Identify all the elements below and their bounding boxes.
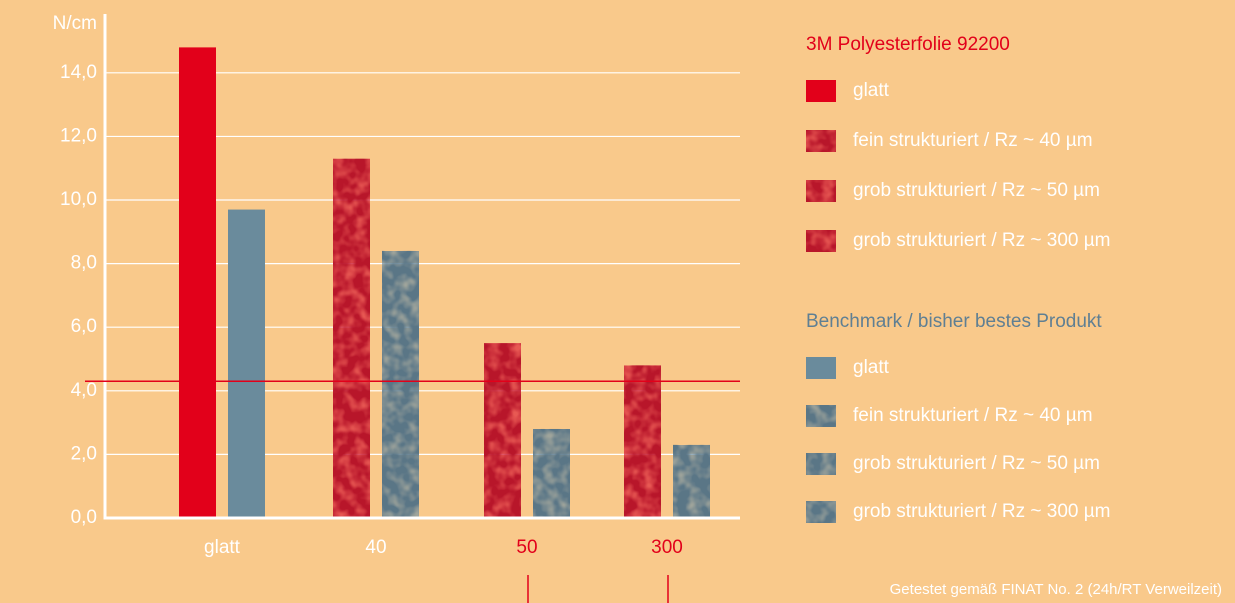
- bar: [382, 250, 419, 518]
- legend-label: grob strukturiert / Rz ~ 50 µm: [853, 180, 1100, 201]
- x-tick-label: 50: [516, 537, 537, 558]
- y-tick-label: 0,0: [71, 507, 97, 528]
- legend-swatch: [806, 180, 836, 202]
- x-tick-label: 300: [651, 537, 683, 558]
- bar: [228, 209, 265, 519]
- legend-swatch: [806, 453, 836, 475]
- legend-swatch: [806, 357, 836, 379]
- y-tick-label: 14,0: [60, 62, 97, 83]
- legend-swatch: [806, 80, 836, 102]
- legend-swatch: [806, 405, 836, 427]
- bar: [624, 365, 661, 518]
- legend-label: grob strukturiert / Rz ~ 50 µm: [853, 453, 1100, 474]
- bar: [333, 158, 370, 518]
- legend-label: grob strukturiert / Rz ~ 300 µm: [853, 230, 1111, 251]
- bar: [533, 428, 570, 518]
- legend-label: glatt: [853, 80, 890, 101]
- x-tick-label: 40: [365, 537, 386, 558]
- x-tick-label: glatt: [204, 537, 241, 558]
- legend-label: glatt: [853, 357, 890, 378]
- legend-swatch: [806, 230, 836, 252]
- legend-label: grob strukturiert / Rz ~ 300 µm: [853, 501, 1111, 522]
- legend-label: fein strukturiert / Rz ~ 40 µm: [853, 130, 1093, 151]
- legend-title: 3M Polyesterfolie 92200: [806, 34, 1010, 55]
- y-axis-label: N/cm: [53, 13, 97, 34]
- bar: [484, 343, 521, 518]
- legend-title: Benchmark / bisher bestes Produkt: [806, 311, 1102, 332]
- y-tick-label: 2,0: [71, 443, 97, 464]
- y-tick-label: 12,0: [60, 125, 97, 146]
- legend-swatch: [806, 501, 836, 523]
- legend-label: fein strukturiert / Rz ~ 40 µm: [853, 405, 1093, 426]
- footnote: Getestet gemäß FINAT No. 2 (24h/RT Verwe…: [890, 581, 1222, 598]
- bar: [673, 444, 710, 518]
- y-tick-label: 4,0: [71, 380, 97, 401]
- legend-swatch: [806, 130, 836, 152]
- bar: [179, 47, 216, 519]
- y-tick-label: 8,0: [71, 253, 97, 274]
- y-tick-label: 10,0: [60, 189, 97, 210]
- y-tick-label: 6,0: [71, 316, 97, 337]
